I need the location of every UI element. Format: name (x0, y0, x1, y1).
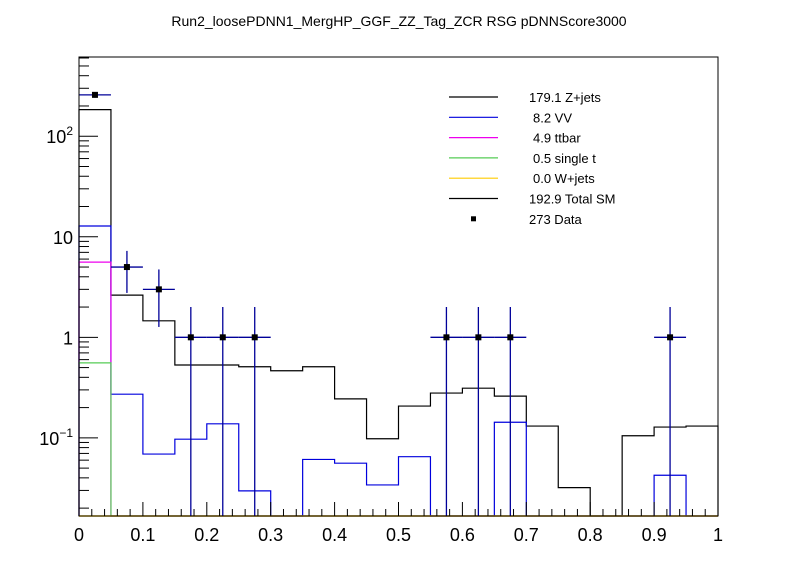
data-point (174, 307, 207, 516)
y-tick-label: 10−1 (39, 426, 73, 449)
y-tick-base: 10 (46, 127, 66, 147)
legend-label: 8.2 VV (533, 110, 572, 125)
y-tick-exponent: −1 (59, 426, 73, 440)
y-tick-label: 1 (63, 328, 73, 348)
legend-entry: 273 Data (471, 212, 583, 227)
y-tick-exponent: 2 (66, 124, 73, 138)
x-tick-label: 0.7 (514, 525, 539, 545)
legend-label: 0.5 single t (533, 151, 596, 166)
y-tick-label: 102 (46, 124, 73, 147)
legend-marker-swatch (471, 216, 476, 222)
data-point (430, 307, 463, 516)
legend-label: 0.0 W+jets (533, 171, 595, 186)
legend-label: 273 Data (529, 212, 583, 227)
data-marker (667, 334, 674, 341)
data-point (142, 269, 175, 327)
x-tick-label: 0 (74, 525, 84, 545)
x-tick-label: 0.6 (450, 525, 475, 545)
data-marker (219, 334, 226, 341)
y-tick-label: 10 (53, 228, 73, 248)
data-point (462, 307, 495, 516)
y-tick-base: 1 (63, 328, 73, 348)
data-point (206, 307, 239, 516)
x-tick-label: 0.9 (642, 525, 667, 545)
legend-entry: 8.2 VV (449, 110, 572, 125)
x-tick-label: 0.1 (130, 525, 155, 545)
data-marker (251, 334, 258, 341)
data-marker (91, 91, 98, 98)
x-tick-label: 0.5 (386, 525, 411, 545)
data-point (110, 250, 143, 293)
legend-entry: 179.1 Z+jets (449, 90, 601, 105)
legend-entry: 0.5 single t (449, 151, 596, 166)
legend-entry: 0.0 W+jets (449, 171, 595, 186)
legend-entry: 192.9 Total SM (449, 192, 615, 207)
data-point (494, 307, 527, 516)
legend-label: 4.9 ttbar (533, 131, 581, 146)
legend-entry: 4.9 ttbar (449, 131, 581, 146)
data-marker (507, 334, 514, 341)
chart-title: Run2_loosePDNN1_MergHP_GGF_ZZ_Tag_ZCR RS… (171, 13, 626, 29)
hist-total-sm (78, 109, 719, 517)
x-tick-label: 1 (713, 525, 723, 545)
data-point (654, 307, 687, 516)
x-tick-label: 0.8 (578, 525, 603, 545)
x-tick-label: 0.4 (322, 525, 347, 545)
x-tick-label: 0.2 (194, 525, 219, 545)
legend: 179.1 Z+jets 8.2 VV 4.9 ttbar 0.5 single t 0… (449, 90, 615, 227)
y-tick-base: 10 (39, 429, 59, 449)
y-tick-base: 10 (53, 228, 73, 248)
data-marker (475, 334, 482, 341)
data-point (79, 91, 111, 98)
data-marker (187, 334, 194, 341)
data-marker (155, 286, 162, 293)
data-marker (443, 334, 450, 341)
data-marker (123, 264, 130, 271)
x-tick-label: 0.3 (258, 525, 283, 545)
legend-label: 179.1 Z+jets (529, 90, 601, 105)
data-point (238, 307, 271, 516)
legend-label: 192.9 Total SM (529, 192, 615, 207)
